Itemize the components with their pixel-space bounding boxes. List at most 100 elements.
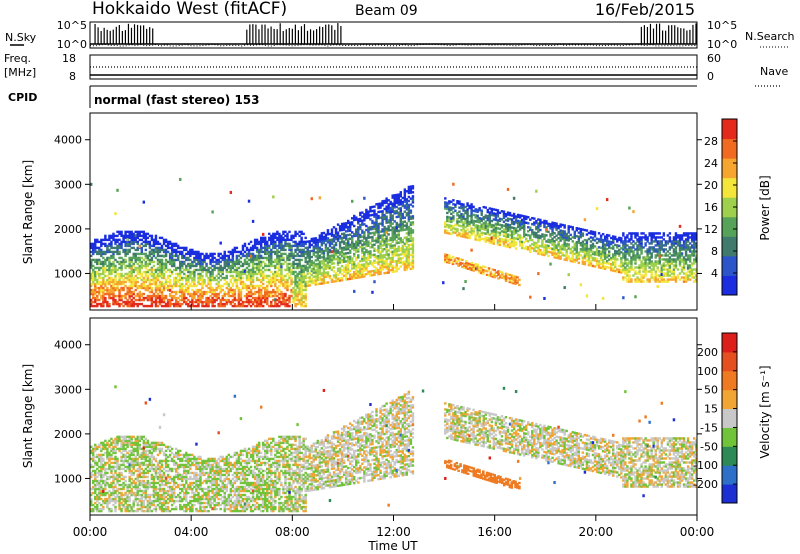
echo-cell <box>235 260 239 264</box>
echo-cell <box>348 237 352 240</box>
echo-cell <box>168 268 172 272</box>
echo-cell <box>359 269 362 273</box>
echo-cell <box>312 239 315 242</box>
echo-cell <box>476 226 479 230</box>
echo-cell <box>318 270 322 273</box>
echo-cell <box>630 260 633 263</box>
echo-cell <box>300 268 303 272</box>
echo-cell <box>351 217 354 220</box>
echo-cell <box>128 270 131 274</box>
echo-cell <box>288 298 291 302</box>
echo-cell <box>197 288 200 292</box>
echo-cell <box>391 226 394 229</box>
echo-cell <box>284 238 287 242</box>
echo-cell <box>644 270 647 273</box>
echo-cell <box>231 250 235 254</box>
echo-cell <box>387 221 390 224</box>
echo-cell <box>365 272 368 276</box>
echo-cell <box>128 290 131 294</box>
echo-cell <box>251 284 255 288</box>
echo-cell <box>146 236 150 240</box>
echo-cell <box>257 294 261 298</box>
echo-cell <box>270 248 273 252</box>
echo-cell <box>290 294 293 298</box>
echo-cell <box>405 258 409 261</box>
echo-cell <box>407 199 411 203</box>
echo-cell <box>326 251 330 254</box>
echo-cell <box>367 252 370 255</box>
echo-cell <box>134 274 137 278</box>
echo-cell <box>448 206 451 209</box>
echo-cell <box>646 264 649 267</box>
echo-cell <box>150 248 154 252</box>
echo-cell <box>555 252 558 255</box>
echo-cell <box>110 276 113 280</box>
echo-cell <box>191 250 194 254</box>
echo-cell <box>284 284 287 288</box>
echo-cell <box>104 296 107 300</box>
echo-cell <box>247 300 251 304</box>
echo-cell <box>122 280 125 284</box>
echo-cell <box>377 258 380 262</box>
echo-cell <box>403 210 407 213</box>
echo-cell <box>251 244 255 248</box>
echo-cell <box>405 260 409 263</box>
echo-cell <box>569 259 572 263</box>
echo-cell <box>397 233 400 236</box>
echo-cell <box>632 250 635 253</box>
echo-cell <box>322 267 326 271</box>
echo-cell <box>363 259 366 262</box>
echo-cell <box>583 250 587 254</box>
echo-cell <box>478 227 481 230</box>
echo-cell <box>124 302 127 306</box>
echo-cell <box>381 236 384 239</box>
echo-cell <box>308 272 311 275</box>
echo-cell <box>197 250 200 254</box>
echo-cell <box>328 276 332 280</box>
echo-cell <box>316 242 320 246</box>
echo-cell <box>348 229 352 232</box>
echo-cell <box>385 251 388 254</box>
echo-cell <box>476 218 479 222</box>
echo-cell <box>603 249 607 252</box>
echo-cell <box>110 234 113 238</box>
echo-cell <box>284 280 287 284</box>
echo-cell <box>253 246 257 250</box>
echo-cell <box>298 248 301 252</box>
echo-cell <box>585 253 589 256</box>
echo-cell <box>140 274 144 278</box>
echo-cell <box>636 238 639 241</box>
echo-cell <box>454 231 457 235</box>
echo-cell <box>609 266 613 270</box>
echo-cell <box>636 278 639 281</box>
echo-cell <box>399 211 402 214</box>
echo-cell <box>296 232 299 236</box>
echo-cell <box>363 213 366 216</box>
echo-cell <box>516 229 520 233</box>
echo-cell <box>177 246 180 250</box>
echo-cell <box>397 213 400 216</box>
echo-cell <box>389 244 392 248</box>
echo-cell <box>170 262 174 266</box>
echo-cell <box>126 288 129 292</box>
echo-cell <box>510 238 514 241</box>
echo-cell <box>310 259 313 263</box>
echo-cell <box>638 268 641 271</box>
echo-cell <box>227 260 231 264</box>
echo-cell <box>607 262 611 265</box>
echo-cell <box>618 250 621 254</box>
echo-cell <box>259 236 263 240</box>
echo-cell <box>174 242 178 246</box>
echo-cell <box>383 271 386 275</box>
echo-cell <box>170 286 174 290</box>
echo-cell <box>597 264 601 267</box>
echo-cell <box>336 251 340 254</box>
echo-cell <box>348 251 352 254</box>
echo-cell <box>535 245 538 249</box>
echo-cell <box>122 294 125 298</box>
echo-cell <box>185 274 188 278</box>
echo-cell <box>624 268 627 271</box>
echo-cell <box>541 253 544 256</box>
echo-cell <box>403 236 407 239</box>
echo-cell <box>185 264 188 268</box>
